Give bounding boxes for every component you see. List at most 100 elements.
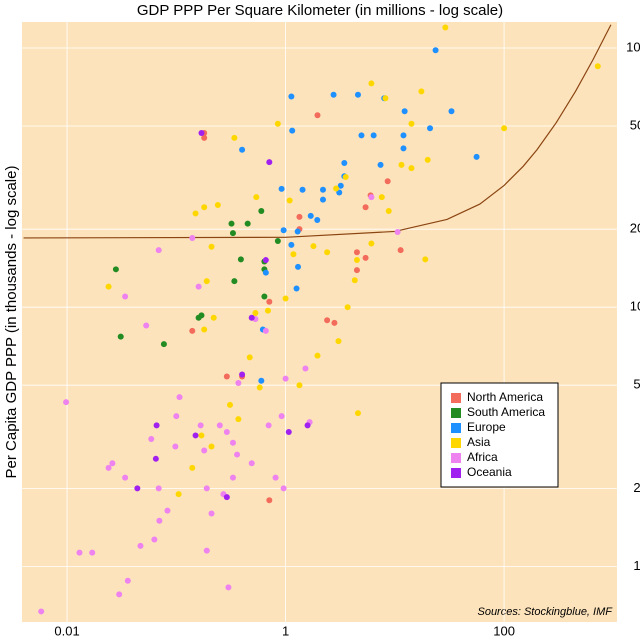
data-point [310,243,317,250]
data-point [237,256,244,263]
data-point [304,422,311,429]
data-point [319,186,326,193]
data-point [262,327,269,334]
data-point [314,112,321,119]
x-tick-label: 0.01 [54,623,79,638]
data-point [261,293,268,300]
data-point [235,379,242,386]
data-point [152,455,159,462]
data-point [203,485,210,492]
data-point [351,277,358,284]
data-point [246,354,253,361]
data-point [195,314,202,321]
data-point [398,161,405,168]
data-point [368,80,375,87]
data-point [151,536,158,543]
data-point [330,91,337,98]
data-point [341,160,348,167]
data-point [282,295,289,302]
data-point [195,283,202,290]
data-point [397,247,404,254]
legend-label: North America [467,390,543,404]
data-point [109,460,116,467]
data-point [105,464,112,471]
data-point [248,314,255,321]
data-point [296,213,303,220]
data-point [288,241,295,248]
data-point [122,474,129,481]
legend-swatch [451,453,461,463]
data-point [231,278,238,285]
data-point [164,507,171,514]
legend-label: Europe [467,420,506,434]
data-point [266,497,273,504]
data-point [501,125,508,132]
data-point [282,375,289,382]
data-point [176,394,183,401]
data-point [76,549,83,556]
data-point [314,216,321,223]
data-point [299,186,306,193]
data-point [143,322,150,329]
data-point [160,341,167,348]
data-point [290,251,297,258]
data-point [353,257,360,264]
data-point [400,132,407,139]
data-point [265,422,272,429]
x-tick-label: 100 [493,623,515,638]
data-point [594,63,601,70]
data-point [148,436,155,443]
data-point [173,413,180,420]
y-axis-label: Per Capita GDP PPP (in thousands - log s… [3,166,20,479]
y-tick-label: 20 [630,221,640,236]
data-point [264,307,271,314]
data-point [116,591,123,598]
legend-swatch [451,423,461,433]
data-point [401,108,408,115]
legend-swatch [451,393,461,403]
y-tick-label: 1 [633,558,640,573]
y-tick-label: 5 [633,377,640,392]
legend-label: Oceania [467,465,512,479]
data-point [424,156,431,163]
legend-swatch [451,468,461,478]
legend-swatch [451,408,461,418]
data-point [274,120,281,127]
data-point [400,145,407,152]
data-point [223,428,230,435]
data-point [272,474,279,481]
data-point [223,494,230,501]
data-point [175,491,182,498]
data-point [408,120,415,127]
plot-background [22,22,617,622]
data-point [156,517,163,524]
data-point [278,185,285,192]
data-point [203,547,210,554]
data-point [335,338,342,345]
data-point [418,88,425,95]
y-tick-label: 10 [630,299,640,314]
data-point [229,230,236,237]
data-point [248,460,255,467]
data-point [63,399,70,406]
data-point [262,269,269,276]
data-point [225,584,232,591]
data-point [189,234,196,241]
data-point [331,319,338,326]
data-point [198,129,205,136]
data-point [38,608,45,615]
data-point [385,208,392,215]
data-point [368,194,375,201]
data-point [280,227,287,234]
data-point [324,317,331,324]
data-point [229,474,236,481]
data-point [394,229,401,236]
data-point [344,304,351,311]
data-point [442,24,449,31]
data-point [378,194,385,201]
data-point [155,485,162,492]
data-point [208,243,215,250]
data-point [274,238,281,245]
data-point [192,432,199,439]
